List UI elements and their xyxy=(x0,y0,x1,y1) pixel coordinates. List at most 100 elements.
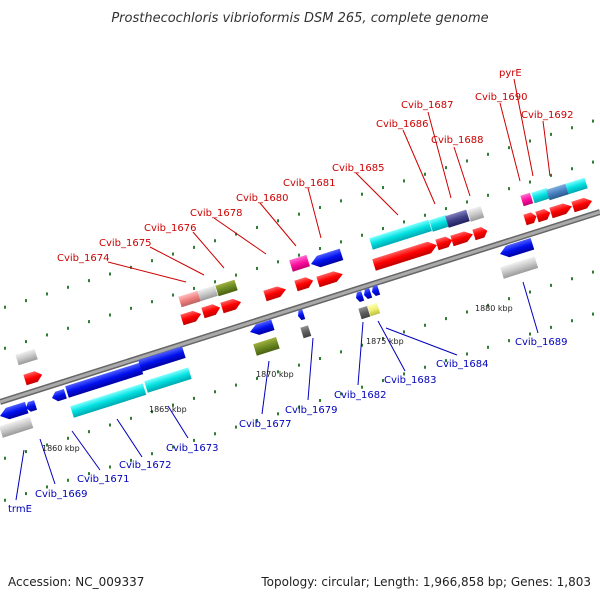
gene-red-9-shape xyxy=(450,231,473,247)
track-dot xyxy=(529,180,531,184)
gene-red-11-shape xyxy=(523,212,537,226)
gene-pyrE xyxy=(520,192,534,207)
track-dot xyxy=(151,452,153,456)
gene-red-2 xyxy=(201,304,221,319)
track-dot xyxy=(487,193,489,197)
gene-label-cvib-1685[interactable]: Cvib_1685 xyxy=(332,163,384,174)
track-dot xyxy=(256,418,258,422)
gene-label-cvib-1680[interactable]: Cvib_1680 xyxy=(236,193,288,204)
gene-label-cvib-1677[interactable]: Cvib_1677 xyxy=(239,419,291,430)
track-dot xyxy=(382,337,384,341)
gene-red-10 xyxy=(472,227,488,241)
track-dot xyxy=(67,285,69,289)
gene-label-trmE[interactable]: trmE xyxy=(8,504,32,515)
track-dot xyxy=(256,376,258,380)
gene-label-cvib-1676[interactable]: Cvib_1676 xyxy=(144,223,196,234)
gene-cvib-1682-gray xyxy=(358,306,371,320)
track-dot xyxy=(193,438,195,442)
gene-label-cvib-1678[interactable]: Cvib_1678 xyxy=(190,208,242,219)
track-dot xyxy=(172,403,174,407)
track-dot xyxy=(466,200,468,204)
track-dot xyxy=(508,146,510,150)
connector-line xyxy=(192,231,225,269)
gene-label-cvib-1671[interactable]: Cvib_1671 xyxy=(77,474,129,485)
gene-cvib-1682-a xyxy=(356,291,365,303)
gene-red-12-shape xyxy=(535,209,551,223)
track-dot xyxy=(130,306,132,310)
gene-features xyxy=(0,177,593,438)
gene-label-cvib-1686[interactable]: Cvib_1686 xyxy=(376,119,428,130)
gene-cvib-1675-shape xyxy=(197,285,218,302)
connector-line xyxy=(149,246,205,276)
track-dot xyxy=(361,233,363,237)
track-dot xyxy=(109,465,111,469)
connector-line xyxy=(167,405,189,439)
track-dot xyxy=(361,192,363,196)
track-dot xyxy=(571,126,573,130)
scale-label-1880: 1880 kbp xyxy=(475,304,513,313)
gene-label-cvib-1674[interactable]: Cvib_1674 xyxy=(57,253,109,264)
track-dot xyxy=(424,213,426,217)
track-dot xyxy=(88,472,90,476)
track-dot xyxy=(4,346,6,350)
track-dot xyxy=(403,330,405,334)
scale-label-1870: 1870 kbp xyxy=(256,370,294,379)
track-dot xyxy=(466,310,468,314)
track-dot xyxy=(508,297,510,301)
gene-cvib-1689-gray-shape xyxy=(500,256,539,279)
gene-label-cvib-1672[interactable]: Cvib_1672 xyxy=(119,460,171,471)
gene-red-3 xyxy=(220,298,242,314)
gene-cvib-1679-gray-shape xyxy=(300,325,312,339)
gene-label-cvib-1679[interactable]: Cvib_1679 xyxy=(285,405,337,416)
gene-cvib-1679-shape xyxy=(298,309,306,321)
track-dot xyxy=(424,365,426,369)
gene-label-cvib-1688[interactable]: Cvib_1688 xyxy=(431,135,483,146)
gene-label-cvib-1682[interactable]: Cvib_1682 xyxy=(334,390,386,401)
gene-red-4-shape xyxy=(263,286,286,302)
connector-line xyxy=(453,146,471,197)
track-dot xyxy=(529,290,531,294)
gene-label-cvib-1684[interactable]: Cvib_1684 xyxy=(436,359,488,370)
gene-label-cvib-1681[interactable]: Cvib_1681 xyxy=(283,178,335,189)
gene-label-cvib-1669[interactable]: Cvib_1669 xyxy=(35,489,87,500)
gene-label-cvib-1690[interactable]: Cvib_1690 xyxy=(475,92,527,103)
track-dot xyxy=(214,390,216,394)
track-dot xyxy=(88,320,90,324)
gene-cvib-1685 xyxy=(369,219,432,250)
track-dot xyxy=(445,317,447,321)
track-dot xyxy=(130,458,132,462)
gene-red-11 xyxy=(523,212,537,226)
gene-cvib-1685-shape xyxy=(369,219,432,250)
gene-label-cvib-1673[interactable]: Cvib_1673 xyxy=(166,443,218,454)
gene-red-9 xyxy=(450,231,473,247)
track-dot xyxy=(235,273,237,277)
track-dot xyxy=(571,319,573,323)
gene-label-cvib-1675[interactable]: Cvib_1675 xyxy=(99,238,151,249)
gene-cvib-1682-b-shape xyxy=(364,288,373,300)
track-dot xyxy=(466,352,468,356)
track-dot xyxy=(235,425,237,429)
connector-line xyxy=(15,449,25,501)
track-dot xyxy=(67,436,69,440)
gene-label-cvib-1683[interactable]: Cvib_1683 xyxy=(384,375,436,386)
gene-label-cvib-1687[interactable]: Cvib_1687 xyxy=(401,100,453,111)
track-dot xyxy=(193,245,195,249)
track-dot xyxy=(235,383,237,387)
track-dot xyxy=(298,363,300,367)
gene-label-cvib-1692[interactable]: Cvib_1692 xyxy=(521,110,573,121)
scale-label-1875: 1875 kbp xyxy=(366,337,404,346)
gene-cvib-1687-shape xyxy=(445,209,470,228)
gene-gray-left xyxy=(15,348,38,366)
gene-red-3-shape xyxy=(220,298,242,314)
connector-line xyxy=(385,327,458,356)
track-dot xyxy=(319,357,321,361)
gene-label-pyrE[interactable]: pyrE xyxy=(499,68,522,79)
track-dot xyxy=(319,247,321,251)
gene-cvib-1671-body xyxy=(65,362,144,398)
connector-line xyxy=(355,172,399,216)
track-dot xyxy=(151,410,153,414)
gene-label-cvib-1689[interactable]: Cvib_1689 xyxy=(515,337,567,348)
gene-cvib-1674-shape xyxy=(178,290,201,308)
gene-cvib-1673-shape xyxy=(144,367,192,393)
track-dot xyxy=(25,492,27,496)
